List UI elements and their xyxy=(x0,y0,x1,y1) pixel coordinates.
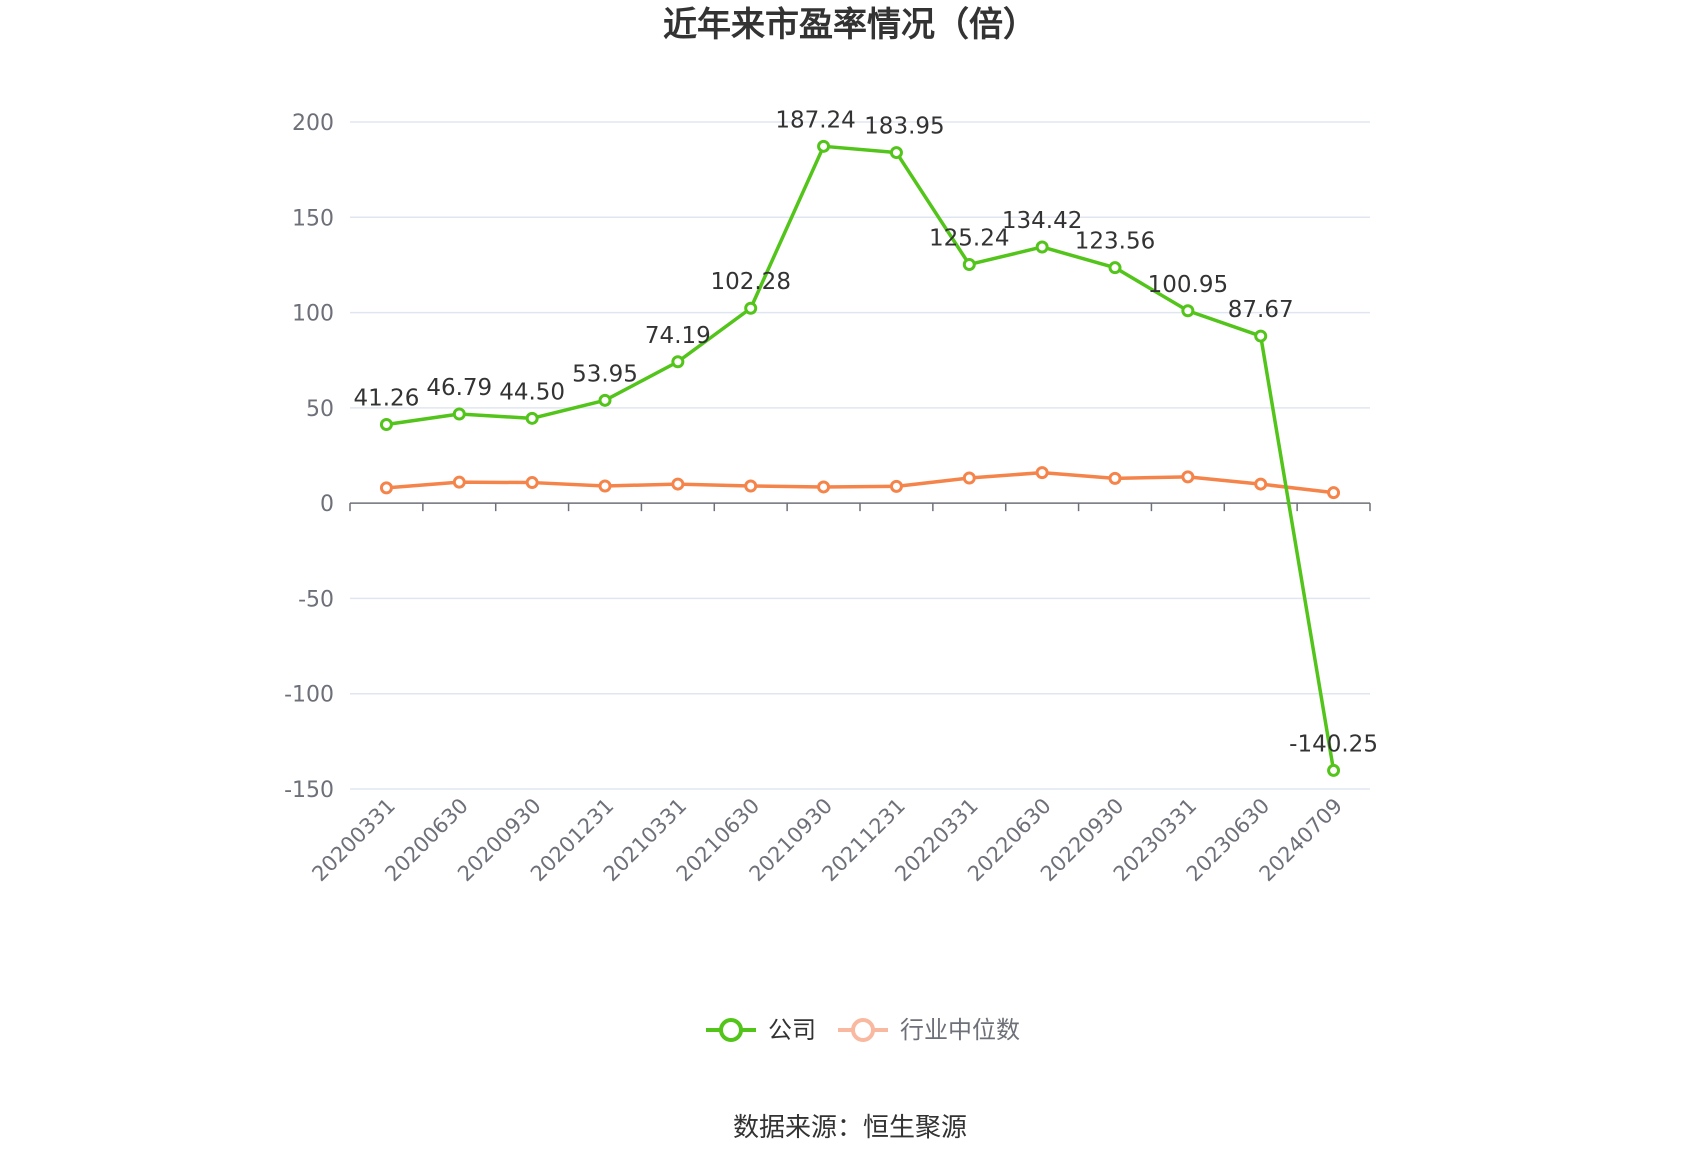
data-label-company: 87.67 xyxy=(1228,297,1294,323)
data-label-company: 41.26 xyxy=(353,386,419,412)
data-point-company[interactable] xyxy=(671,355,685,369)
data-point-industry-median[interactable] xyxy=(744,479,758,493)
legend-company-marker xyxy=(719,1018,743,1042)
y-tick-label: 100 xyxy=(292,302,334,327)
y-axis: 200 150 100 50 0 -50 -100 -150 xyxy=(284,111,334,803)
y-tick-label: -100 xyxy=(284,683,334,708)
data-label-company: 187.24 xyxy=(775,107,855,133)
data-label-company: 53.95 xyxy=(572,361,638,387)
data-point-company[interactable] xyxy=(744,301,758,315)
legend-item-company[interactable]: 公司 xyxy=(706,1016,816,1044)
data-label-company: 100.95 xyxy=(1148,272,1228,298)
source-note: 数据来源：恒生聚源 xyxy=(733,1113,967,1143)
data-point-industry-median[interactable] xyxy=(379,481,393,495)
data-label-company: 74.19 xyxy=(645,323,711,349)
data-point-company[interactable] xyxy=(1327,763,1341,777)
data-point-company[interactable] xyxy=(962,257,976,271)
y-tick-label: -50 xyxy=(298,587,334,612)
data-point-industry-median[interactable] xyxy=(525,476,539,490)
y-tick-label: 200 xyxy=(292,111,334,136)
data-point-company[interactable] xyxy=(379,418,393,432)
data-point-company[interactable] xyxy=(1108,261,1122,275)
data-point-industry-median[interactable] xyxy=(598,479,612,493)
data-point-company[interactable] xyxy=(452,407,466,421)
series-line-industry-median xyxy=(386,470,1334,495)
data-label-company: -140.25 xyxy=(1289,731,1378,757)
data-point-company[interactable] xyxy=(1254,329,1268,343)
data-point-industry-median[interactable] xyxy=(889,479,903,493)
data-point-industry-median[interactable] xyxy=(671,477,685,491)
data-point-industry-median[interactable] xyxy=(1108,471,1122,485)
y-tick-label: -150 xyxy=(284,778,334,803)
data-label-company: 125.24 xyxy=(929,225,1009,251)
x-axis: 2020033120200630202009302020123120210331… xyxy=(307,502,1371,886)
data-point-industry-median[interactable] xyxy=(962,471,976,485)
y-tick-label: 0 xyxy=(320,492,334,517)
chart-title: 近年来市盈率情况（倍） xyxy=(663,5,1037,45)
data-label-company: 44.50 xyxy=(499,379,565,405)
data-point-industry-median[interactable] xyxy=(452,475,466,489)
legend-item-industry-median[interactable]: 行业中位数 xyxy=(838,1016,1020,1044)
legend-industry-marker xyxy=(851,1018,875,1042)
y-tick-label: 50 xyxy=(306,397,334,422)
data-point-company[interactable] xyxy=(817,139,831,153)
legend-company-label: 公司 xyxy=(768,1016,816,1044)
data-label-company: 123.56 xyxy=(1075,229,1155,255)
y-tick-label: 150 xyxy=(292,206,334,231)
data-point-company[interactable] xyxy=(1035,240,1049,254)
series-line-company xyxy=(386,144,1336,771)
data-point-industry-median[interactable] xyxy=(1254,477,1268,491)
data-point-company[interactable] xyxy=(1181,304,1195,318)
data-labels: 41.26 46.79 44.50 53.95 74.19 102.28 187.24 183… xyxy=(353,107,1377,757)
data-label-company: 134.42 xyxy=(1002,208,1082,234)
series-layer xyxy=(379,139,1341,777)
data-point-industry-median[interactable] xyxy=(1327,486,1341,500)
data-point-company[interactable] xyxy=(525,411,539,425)
data-label-company: 183.95 xyxy=(864,114,944,140)
data-point-industry-median[interactable] xyxy=(1035,466,1049,480)
data-label-company: 102.28 xyxy=(710,269,790,295)
data-point-industry-median[interactable] xyxy=(1181,470,1195,484)
data-point-company[interactable] xyxy=(889,146,903,160)
grid-lines xyxy=(350,121,1370,790)
legend: 公司 行业中位数 xyxy=(706,1016,1020,1044)
data-point-industry-median[interactable] xyxy=(817,480,831,494)
data-label-company: 46.79 xyxy=(426,375,492,401)
legend-industry-label: 行业中位数 xyxy=(900,1016,1020,1044)
data-point-company[interactable] xyxy=(598,393,612,407)
